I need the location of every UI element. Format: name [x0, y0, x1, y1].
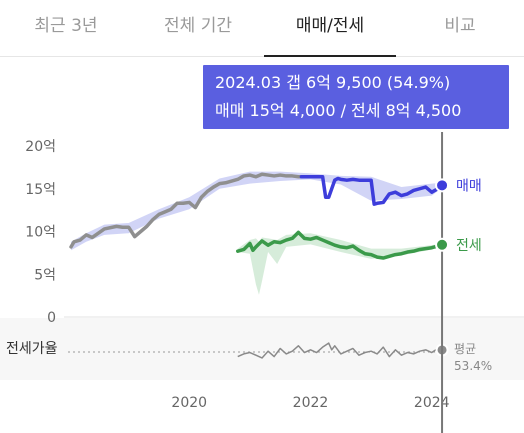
ratio-line	[237, 342, 443, 359]
y-tick-label: 0	[47, 310, 56, 326]
sale-end-label: 매매	[456, 178, 482, 194]
y-tick-label: 20억	[25, 139, 56, 155]
band-jeonse	[237, 233, 443, 295]
active-tab-underline	[264, 55, 396, 57]
tab-bar: 최근 3년 전체 기간 매매/전세 비교	[0, 0, 524, 57]
jeonse-end-point	[435, 237, 450, 252]
band-sale	[71, 171, 443, 251]
x-tick-label: 2022	[293, 395, 329, 411]
ratio-average-value: 53.4%	[454, 359, 492, 373]
series-lines	[69, 172, 444, 260]
tab-all-period[interactable]: 전체 기간	[164, 16, 232, 36]
sale-line-past	[69, 172, 304, 249]
sale-end-point	[435, 178, 450, 193]
range-bands	[71, 171, 443, 295]
y-tick-label: 5억	[34, 267, 56, 283]
hover-tooltip: 2024.03 갭 6억 9,500 (54.9%) 매매 15억 4,000 …	[203, 65, 509, 129]
tooltip-price-line: 매매 15억 4,000 / 전세 8억 4,500	[215, 101, 462, 120]
tab-sale-jeonse-label: 매매/전세	[295, 16, 365, 36]
y-tick-label: 15억	[25, 182, 56, 198]
tab-sale-jeonse[interactable]: 매매/전세	[264, 0, 396, 57]
jeonse-end-label: 전세	[456, 238, 482, 254]
jeonse-line	[236, 230, 444, 260]
ratio-average-label: 평균	[454, 342, 476, 356]
tooltip-gap-line: 2024.03 갭 6억 9,500 (54.9%)	[215, 73, 451, 92]
sale-line	[299, 175, 444, 206]
tab-compare[interactable]: 비교	[444, 16, 476, 36]
ratio-panel: 전세가율 평균 53.4%	[6, 341, 492, 373]
x-tick-label: 2020	[171, 395, 207, 411]
tab-recent-3-years[interactable]: 최근 3년	[34, 16, 98, 36]
price-chart[interactable]: 20억 15억 10억 5억 0 2020 2022 2024 전세가율 평균 53.4% 매매…	[0, 56, 524, 433]
ratio-label: 전세가율	[6, 341, 58, 357]
y-tick-label: 10억	[25, 225, 56, 241]
y-axis: 20억 15억 10억 5억 0	[25, 139, 524, 326]
x-axis: 2020 2022 2024	[171, 395, 449, 411]
x-tick-label: 2024	[414, 395, 450, 411]
